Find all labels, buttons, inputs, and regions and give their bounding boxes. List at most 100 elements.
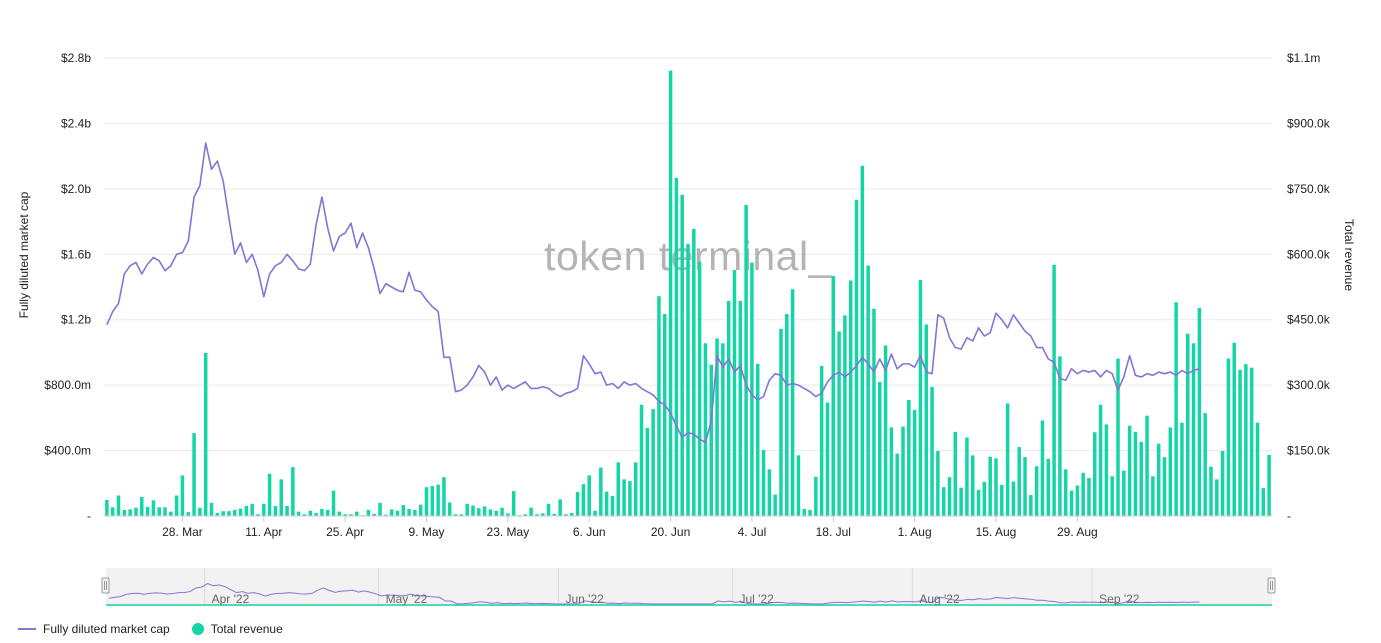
revenue-bar	[924, 324, 928, 516]
revenue-bar	[953, 431, 958, 516]
revenue-bar	[314, 512, 318, 516]
revenue-bar	[250, 503, 254, 516]
legend-item-market-cap[interactable]: Fully diluted market cap	[18, 622, 170, 636]
revenue-bar	[238, 508, 243, 516]
revenue-bar	[285, 505, 289, 516]
revenue-bar	[1186, 333, 1190, 516]
revenue-bar	[767, 469, 772, 516]
revenue-bar	[233, 509, 237, 516]
revenue-bar	[773, 494, 777, 516]
revenue-bar	[726, 300, 731, 516]
x-tick-label: 1. Aug	[898, 525, 932, 539]
revenue-bar	[488, 509, 493, 516]
x-tick-label: 28. Mar	[162, 525, 203, 539]
revenue-bar	[930, 386, 934, 516]
revenue-bar	[296, 511, 301, 516]
revenue-bar	[1238, 369, 1242, 516]
revenue-bar	[1034, 466, 1039, 516]
revenue-bar	[570, 512, 574, 516]
y-axis-right-title: Total revenue	[1342, 219, 1356, 291]
revenue-bar	[866, 265, 870, 516]
navigator-handle-right[interactable]	[1267, 577, 1276, 594]
line-swatch-icon	[18, 628, 36, 630]
revenue-bar	[1127, 425, 1132, 516]
revenue-bar	[192, 433, 196, 516]
revenue-bar	[372, 513, 376, 516]
revenue-bar	[1203, 413, 1207, 516]
revenue-bar	[616, 462, 621, 516]
x-tick-label: 11. Apr	[245, 525, 282, 539]
revenue-bar	[198, 507, 202, 516]
revenue-bar	[721, 343, 725, 516]
legend: Fully diluted market cap Total revenue	[18, 622, 283, 636]
revenue-bar	[1220, 451, 1225, 516]
navigator-labels: Apr '22 May '22 Jun '22 Jul '22 Aug '22 Sep '…	[212, 592, 1140, 606]
revenue-bar	[1011, 481, 1016, 516]
revenue-bar	[883, 345, 888, 516]
revenue-bar	[837, 331, 841, 516]
revenue-bar	[134, 507, 138, 516]
revenue-bar	[163, 507, 167, 516]
revenue-bar	[140, 496, 144, 516]
navigator-month-label: Aug '22	[919, 592, 960, 606]
revenue-bar	[349, 514, 353, 516]
legend-item-revenue[interactable]: Total revenue	[191, 622, 283, 636]
revenue-bar	[761, 450, 766, 516]
navigator-month-label: Jun '22	[565, 592, 604, 606]
revenue-bar	[970, 455, 975, 516]
y-left-tick-label: $1.2b	[61, 313, 91, 327]
y-left-tick-label: $2.0b	[61, 182, 91, 196]
revenue-bar	[1261, 488, 1266, 516]
revenue-bar	[128, 509, 132, 516]
x-tick-label: 29. Aug	[1057, 525, 1098, 539]
revenue-bar	[912, 410, 917, 516]
revenue-bar	[378, 502, 382, 516]
revenue-bar	[814, 476, 818, 516]
revenue-bar	[540, 513, 545, 516]
legend-label-market-cap: Fully diluted market cap	[43, 622, 170, 636]
revenue-bar	[785, 314, 789, 516]
revenue-bar	[337, 511, 342, 516]
revenue-bar	[1267, 454, 1271, 516]
revenue-bar	[1017, 447, 1021, 516]
revenue-bar	[697, 261, 702, 516]
revenue-bar	[436, 484, 440, 516]
navigator[interactable]: Apr '22 May '22 Jun '22 Jul '22 Aug '22 Sep '…	[101, 568, 1276, 606]
revenue-bar	[581, 484, 586, 516]
revenue-bar	[227, 511, 231, 516]
revenue-bar	[145, 506, 150, 516]
revenue-bar	[262, 503, 266, 516]
revenue-bar	[424, 487, 429, 516]
x-tick-label: 23. May	[487, 525, 530, 539]
revenue-bar	[1215, 479, 1219, 516]
revenue-bar	[1180, 422, 1184, 516]
revenue-bar	[1145, 415, 1149, 516]
revenue-bar	[151, 500, 156, 516]
revenue-bar	[355, 511, 359, 516]
revenue-bar	[552, 513, 557, 516]
navigator-month-label: Jul '22	[740, 592, 775, 606]
y-axis-left-ticks: - $400.0m $800.0m $1.2b $1.6b $2.0b $2.4b $2.8b	[44, 51, 91, 523]
navigator-dividers	[204, 568, 1093, 605]
y-axis-left-title: Fully diluted market cap	[17, 191, 31, 318]
revenue-bar	[982, 481, 987, 516]
navigator-handle-left[interactable]	[101, 577, 110, 594]
revenue-bar	[918, 280, 923, 516]
revenue-bar	[848, 280, 853, 516]
revenue-bar	[465, 503, 469, 516]
revenue-bar	[1075, 485, 1080, 516]
revenue-bar	[302, 514, 307, 516]
revenue-bar	[1122, 470, 1126, 516]
x-axis-ticks: 28. Mar 11. Apr 25. Apr 9. May 23. May 6. Jun…	[162, 516, 1098, 539]
revenue-bar	[825, 402, 830, 516]
revenue-bar	[186, 512, 191, 516]
revenue-bar	[1005, 403, 1010, 516]
revenue-bar	[1058, 356, 1062, 516]
revenue-bar	[663, 314, 667, 516]
revenue-bar	[878, 382, 882, 516]
revenue-bar	[750, 262, 754, 516]
x-tick-label: 4. Jul	[738, 525, 767, 539]
revenue-bar	[511, 491, 516, 516]
y-left-tick-label: -	[87, 509, 91, 523]
y-right-tick-label: $150.0k	[1287, 444, 1331, 458]
